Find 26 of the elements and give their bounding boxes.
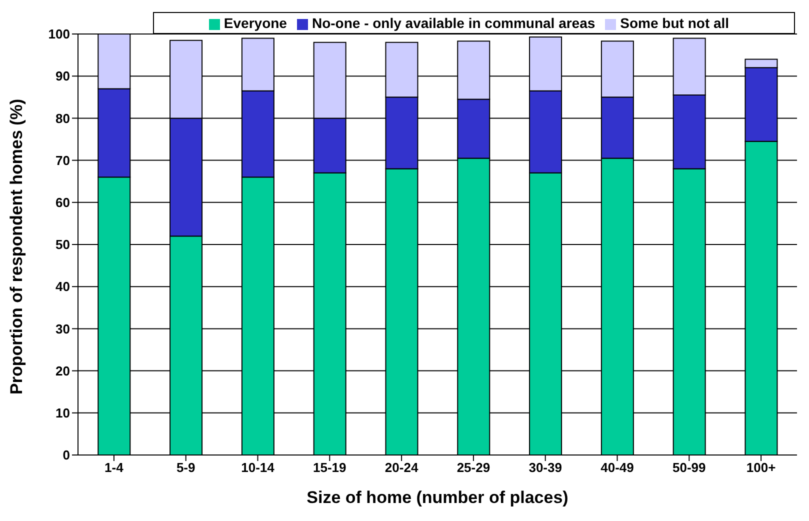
x-axis-title: Size of home (number of places) <box>306 488 568 508</box>
legend-label: Everyone <box>224 15 287 31</box>
y-tick-label: 0 <box>62 448 70 463</box>
x-tick-label: 10-14 <box>241 460 276 476</box>
y-tick-label: 70 <box>56 152 70 168</box>
x-tick-label: 1-4 <box>104 460 124 476</box>
y-axis-title: Proportion of respondent homes (%) <box>7 98 26 394</box>
y-tick-label: 50 <box>56 237 70 252</box>
y-tick-label: 80 <box>56 110 70 126</box>
x-tick-label: 50-99 <box>672 460 706 476</box>
y-tick-label: 30 <box>56 321 70 336</box>
x-tick-label: 30-39 <box>528 460 562 476</box>
y-tick-label: 90 <box>56 68 70 84</box>
y-tick-label: 60 <box>56 195 70 210</box>
y-tick-label: 10 <box>56 406 70 421</box>
x-tick-label: 40-49 <box>600 460 634 476</box>
x-tick-label: 5-9 <box>176 460 196 476</box>
x-tick-label: 25-29 <box>456 460 490 476</box>
y-tick-label: 40 <box>56 279 70 294</box>
x-tick-label: 100+ <box>746 460 776 476</box>
x-tick-label: 15-19 <box>313 460 346 476</box>
x-tick-label: 20-24 <box>384 460 419 476</box>
y-tick-label: 20 <box>56 363 70 378</box>
y-tick-label: 100 <box>48 26 70 42</box>
legend-label: Some but not all <box>620 15 730 31</box>
legend-label: No-one - only available in communal areas <box>312 15 596 31</box>
